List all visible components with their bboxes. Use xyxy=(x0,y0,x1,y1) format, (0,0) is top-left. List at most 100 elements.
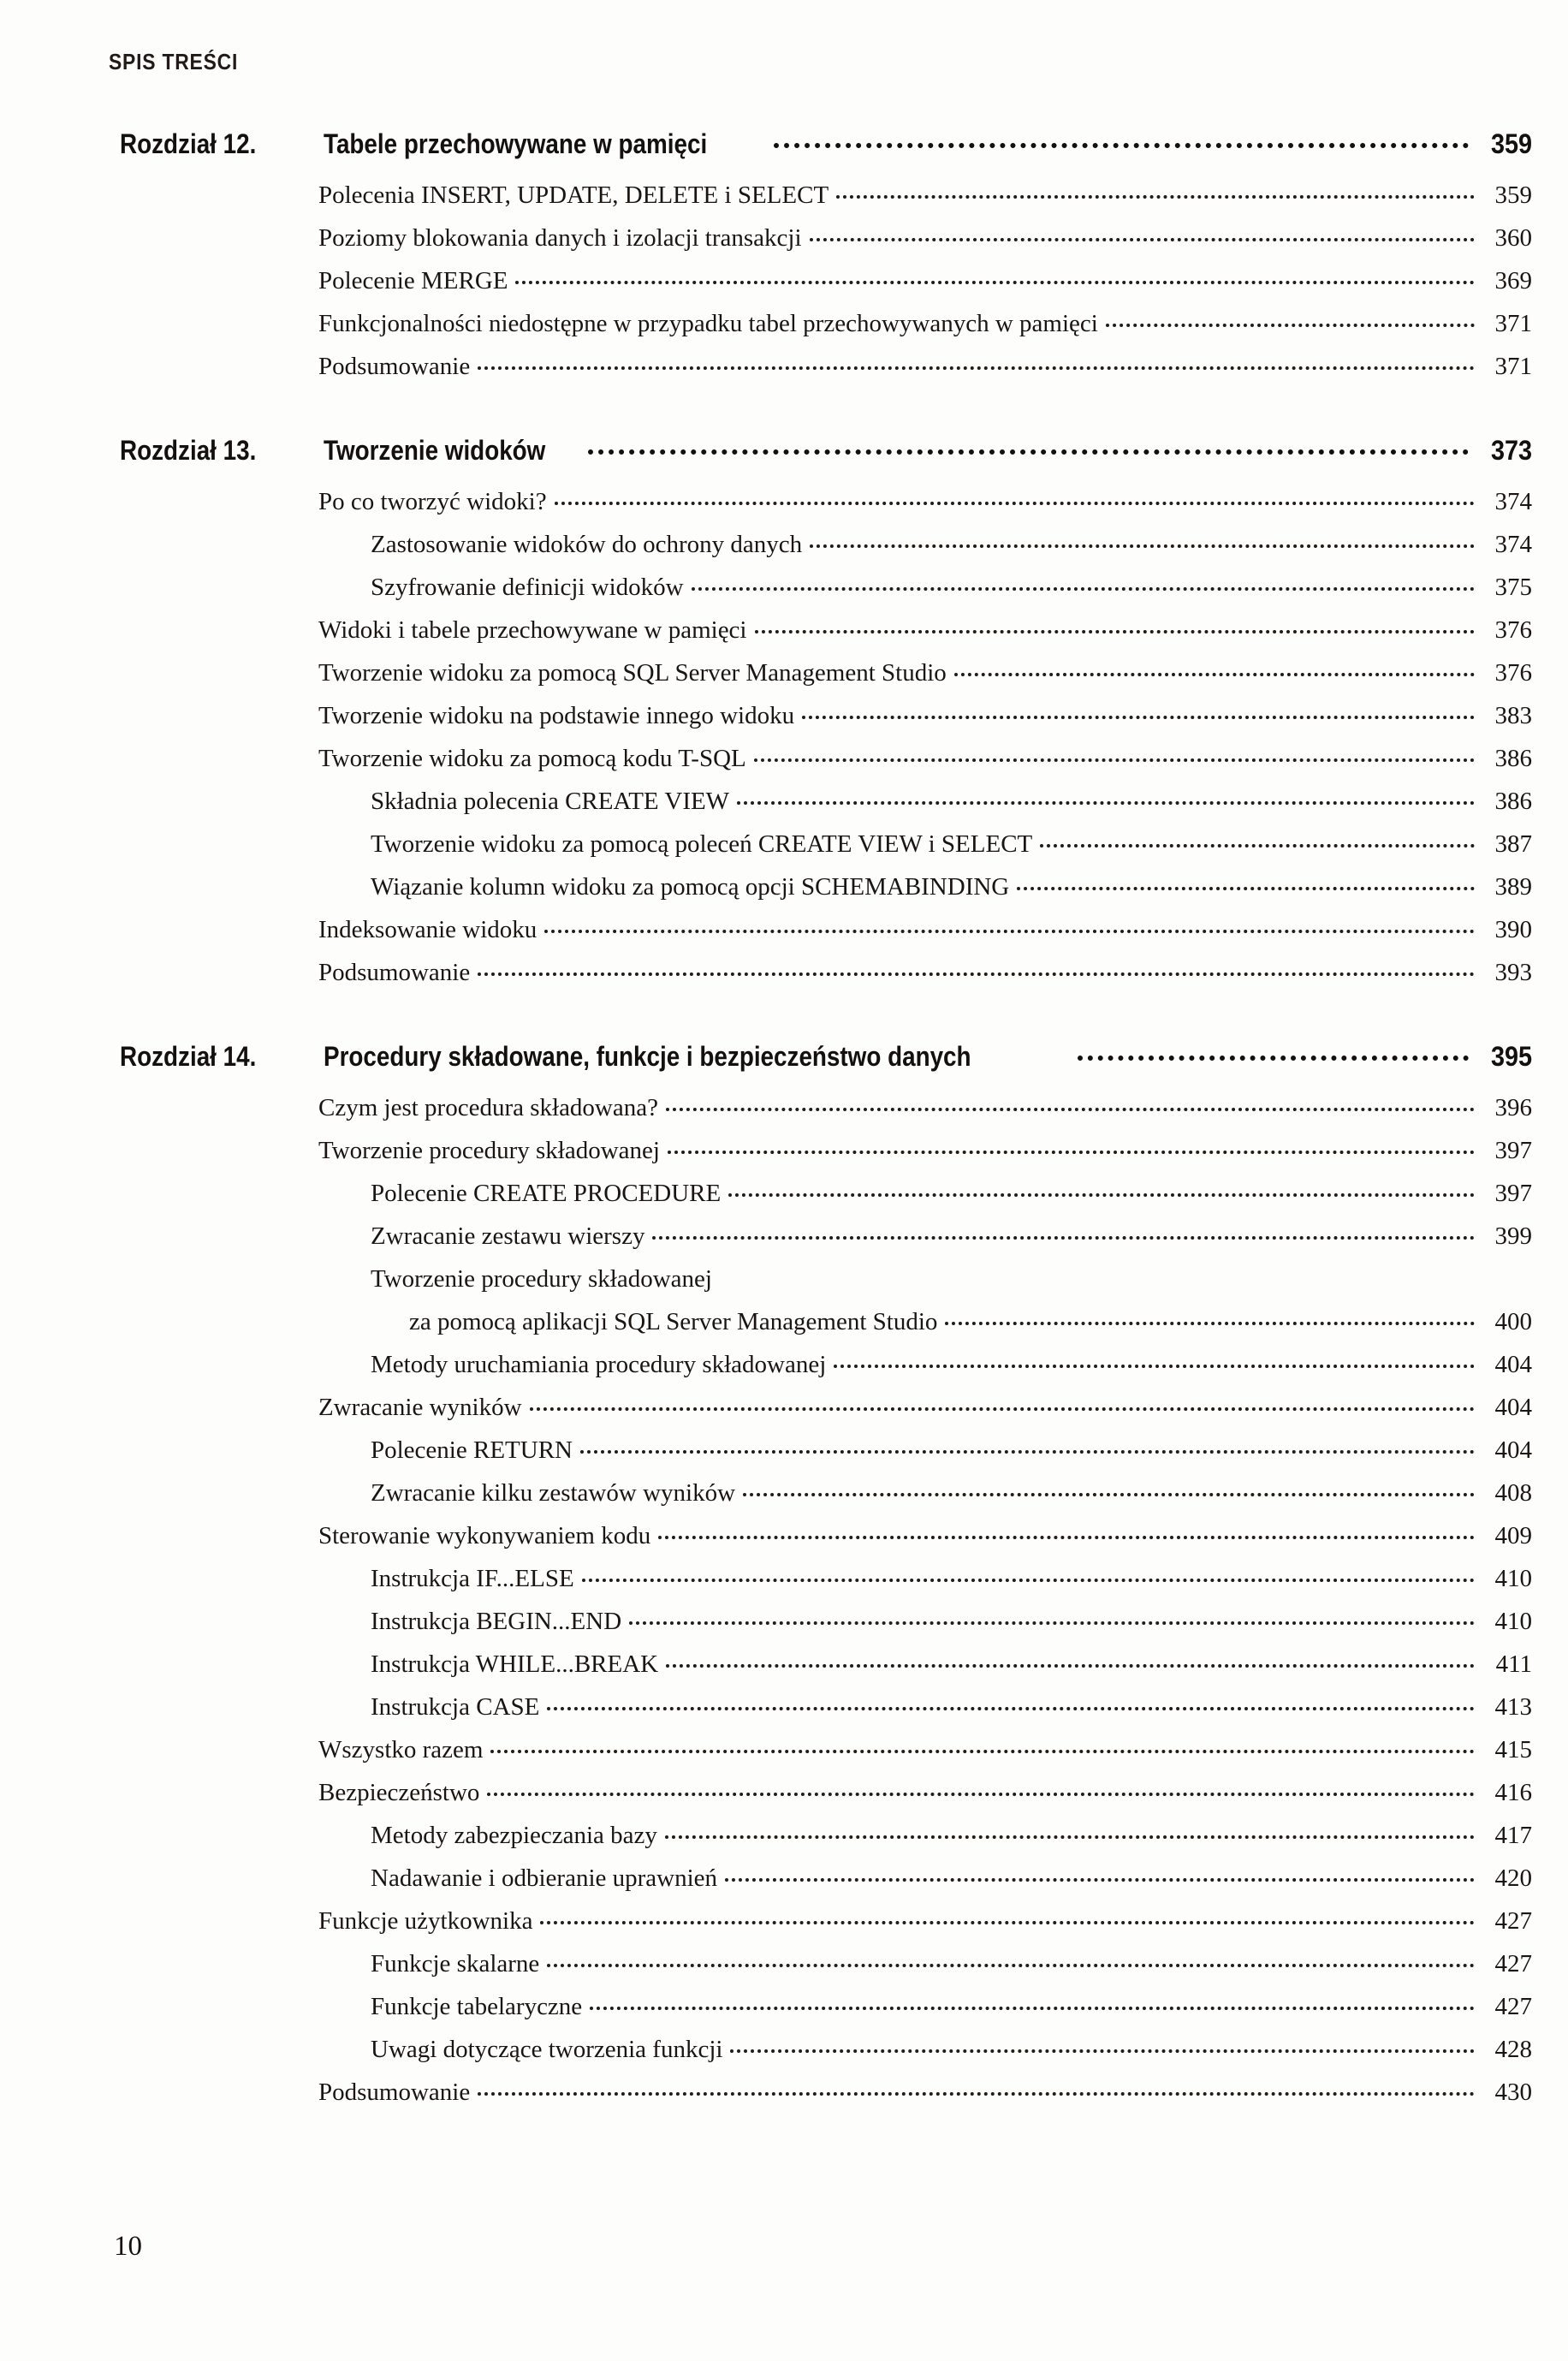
toc-entry[interactable]: Tworzenie widoku za pomocą poleceń CREAT… xyxy=(0,830,1568,873)
toc-entry-label: Szyfrowanie definicji widoków xyxy=(371,574,684,601)
toc-entry-label: za pomocą aplikacji SQL Server Managemen… xyxy=(409,1308,938,1335)
dot-leader xyxy=(664,1835,1475,1839)
toc-entry[interactable]: Tworzenie procedury składowanej xyxy=(0,1265,1568,1308)
toc-entry-label: Poziomy blokowania danych i izolacji tra… xyxy=(318,224,802,252)
toc-entry-page-number: 389 xyxy=(1494,873,1533,901)
dot-leader xyxy=(834,1365,1475,1368)
toc-entry[interactable]: Polecenie MERGE 369 xyxy=(0,267,1568,310)
toc-entry[interactable]: Tworzenie widoku za pomocą SQL Server Ma… xyxy=(0,659,1568,702)
toc-entry[interactable]: Zwracanie kilku zestawów wyników 408 xyxy=(0,1479,1568,1522)
dot-leader xyxy=(809,238,1475,241)
toc-entry[interactable]: Polecenie RETURN 404 xyxy=(0,1436,1568,1479)
dot-leader xyxy=(836,195,1475,199)
toc-entry[interactable]: Instrukcja WHILE...BREAK 411 xyxy=(0,1650,1568,1693)
toc-entry-page-number: 375 xyxy=(1494,574,1533,601)
chapter-block: Rozdział 13. Tworzenie widoków 373 Po co tw… xyxy=(0,435,1568,1002)
toc-entry[interactable]: Metody zabezpieczania bazy 417 xyxy=(0,1822,1568,1864)
toc-entry-page-number: 428 xyxy=(1494,2036,1533,2063)
toc-entry-page-number: 427 xyxy=(1494,1993,1533,2020)
toc-entry[interactable]: Tworzenie widoku za pomocą kodu T-SQL 386 xyxy=(0,745,1568,788)
toc-entry-label: Tworzenie procedury składowanej xyxy=(318,1137,660,1164)
toc-entry[interactable]: Sterowanie wykonywaniem kodu 409 xyxy=(0,1522,1568,1565)
toc-entry-label: Instrukcja BEGIN...END xyxy=(371,1608,622,1635)
toc-entry[interactable]: Bezpieczeństwo 416 xyxy=(0,1779,1568,1822)
toc-entry[interactable]: Podsumowanie 371 xyxy=(0,353,1568,395)
toc-entry-label: Tworzenie widoku za pomocą kodu T-SQL xyxy=(318,745,746,772)
toc-entry[interactable]: Podsumowanie 430 xyxy=(0,2079,1568,2121)
toc-entry-page-number: 399 xyxy=(1494,1222,1533,1250)
dot-leader xyxy=(1040,844,1475,847)
dot-leader xyxy=(725,1878,1475,1882)
toc-entry[interactable]: Funkcje użytkownika 427 xyxy=(0,1907,1568,1950)
toc-entry[interactable]: Instrukcja CASE 413 xyxy=(0,1693,1568,1736)
toc-entry[interactable]: Indeksowanie widoku 390 xyxy=(0,916,1568,959)
toc-entry[interactable]: Podsumowanie 393 xyxy=(0,959,1568,1002)
toc-entry[interactable]: Funkcje tabelaryczne 427 xyxy=(0,1993,1568,2036)
toc-entry[interactable]: Szyfrowanie definicji widoków 375 xyxy=(0,574,1568,616)
toc-entry[interactable]: Wszystko razem 415 xyxy=(0,1736,1568,1779)
toc-entry-label: Polecenie MERGE xyxy=(318,267,508,294)
toc-entry-page-number: 411 xyxy=(1495,1650,1532,1678)
toc-entry[interactable]: Zwracanie zestawu wierszy 399 xyxy=(0,1222,1568,1265)
toc-entry[interactable]: Tworzenie widoku na podstawie innego wid… xyxy=(0,702,1568,745)
toc-entry-label: Nadawanie i odbieranie uprawnień xyxy=(371,1864,718,1892)
toc-entry[interactable]: Widoki i tabele przechowywane w pamięci 3… xyxy=(0,616,1568,659)
toc-entry[interactable]: Tworzenie procedury składowanej 397 xyxy=(0,1137,1568,1180)
toc-entry-page-number: 371 xyxy=(1494,310,1533,337)
toc-entry-page-number: 409 xyxy=(1494,1522,1533,1549)
dot-leader xyxy=(490,1750,1475,1753)
toc-entry-page-number: 408 xyxy=(1494,1479,1533,1507)
toc-entry[interactable]: za pomocą aplikacji SQL Server Managemen… xyxy=(0,1308,1568,1351)
toc-entry[interactable]: Po co tworzyć widoki? 374 xyxy=(0,488,1568,531)
toc-entry[interactable]: Instrukcja IF...ELSE 410 xyxy=(0,1565,1568,1608)
dot-leader xyxy=(667,1151,1475,1154)
toc-entry-page-number: 374 xyxy=(1494,488,1533,515)
toc-entry-label: Instrukcja WHILE...BREAK xyxy=(371,1650,659,1678)
toc-entry-page-number: 396 xyxy=(1494,1094,1533,1121)
chapter-heading[interactable]: Rozdział 12. Tabele przechowywane w pamię… xyxy=(0,128,1568,181)
toc-entry-label: Polecenia INSERT, UPDATE, DELETE i SELEC… xyxy=(318,181,829,209)
toc-entry[interactable]: Czym jest procedura składowana? 396 xyxy=(0,1094,1568,1137)
toc-entry-label: Sterowanie wykonywaniem kodu xyxy=(318,1522,651,1549)
toc-entry[interactable]: Zwracanie wyników 404 xyxy=(0,1394,1568,1436)
toc-entry[interactable]: Funkcjonalności niedostępne w przypadku … xyxy=(0,310,1568,353)
dot-leader xyxy=(652,1236,1475,1240)
toc-entry[interactable]: Uwagi dotyczące tworzenia funkcji 428 xyxy=(0,2036,1568,2079)
dot-leader xyxy=(547,1707,1475,1710)
toc-entry[interactable]: Metody uruchamiania procedury składowane… xyxy=(0,1351,1568,1394)
toc-entry[interactable]: Instrukcja BEGIN...END 410 xyxy=(0,1608,1568,1650)
toc-entry-label: Zwracanie wyników xyxy=(318,1394,522,1421)
toc-entry-label: Indeksowanie widoku xyxy=(318,916,538,943)
toc-entry[interactable]: Poziomy blokowania danych i izolacji tra… xyxy=(0,224,1568,267)
dot-leader xyxy=(1017,887,1475,890)
toc-entry[interactable]: Funkcje skalarne 427 xyxy=(0,1950,1568,1993)
toc-entry-label: Funkcje skalarne xyxy=(371,1950,540,1977)
chapter-heading[interactable]: Rozdział 13. Tworzenie widoków 373 xyxy=(0,435,1568,488)
dot-leader xyxy=(515,281,1475,284)
chapter-title: Tworzenie widoków xyxy=(324,435,546,466)
toc-entry-page-number: 400 xyxy=(1494,1308,1533,1335)
toc-entry[interactable]: Polecenie CREATE PROCEDURE 397 xyxy=(0,1180,1568,1222)
toc-entry[interactable]: Składnia polecenia CREATE VIEW 386 xyxy=(0,788,1568,830)
chapter-page-number: 395 xyxy=(1490,1041,1532,1072)
dot-leader xyxy=(737,801,1475,805)
dot-leader xyxy=(691,587,1475,591)
toc-entry-page-number: 386 xyxy=(1494,745,1533,772)
toc-entry-page-number: 427 xyxy=(1494,1950,1533,1977)
chapter-number: Rozdział 13. xyxy=(120,435,257,466)
dot-leader xyxy=(728,1193,1475,1197)
toc-entry-page-number: 404 xyxy=(1494,1394,1533,1421)
toc-entry-page-number: 393 xyxy=(1494,959,1533,986)
toc-entry-label: Podsumowanie xyxy=(318,353,471,380)
toc-entry[interactable]: Polecenia INSERT, UPDATE, DELETE i SELEC… xyxy=(0,181,1568,224)
toc-entry[interactable]: Nadawanie i odbieranie uprawnień 420 xyxy=(0,1864,1568,1907)
toc-entry[interactable]: Wiązanie kolumn widoku za pomocą opcji S… xyxy=(0,873,1568,916)
toc-entry-label: Widoki i tabele przechowywane w pamięci xyxy=(318,616,747,644)
chapter-block: Rozdział 14. Procedury składowane, funkcj… xyxy=(0,1041,1568,2121)
toc-entry-label: Zwracanie kilku zestawów wyników xyxy=(371,1479,736,1507)
toc-entry-page-number: 371 xyxy=(1494,353,1533,380)
toc-entry[interactable]: Zastosowanie widoków do ochrony danych 37… xyxy=(0,531,1568,574)
chapter-heading[interactable]: Rozdział 14. Procedury składowane, funkcj… xyxy=(0,1041,1568,1094)
dot-leader xyxy=(1077,1056,1469,1061)
toc-entry-page-number: 413 xyxy=(1494,1693,1533,1721)
